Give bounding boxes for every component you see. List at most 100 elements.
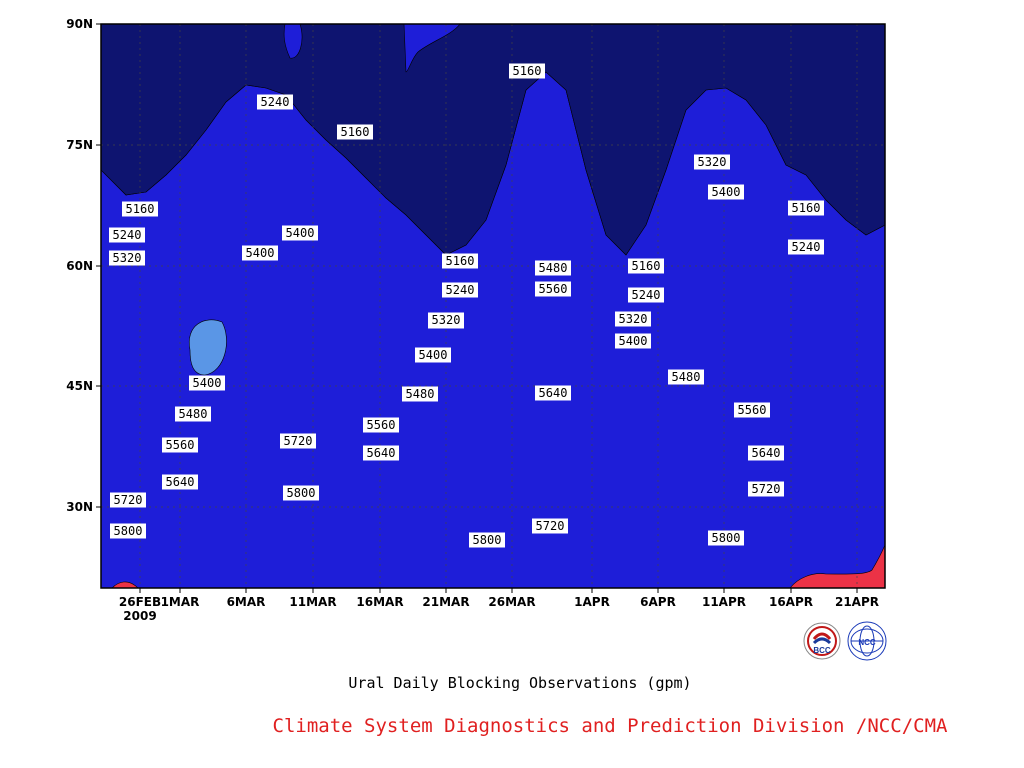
x-tick-label: 1MAR [161,595,200,609]
contour-label: 5320 [432,313,461,327]
contour-label: 5480 [539,261,568,275]
contour-bands [101,24,885,588]
contour-label: 5240 [261,95,290,109]
contour-label: 5560 [367,418,396,432]
x-tick-label: 21MAR [422,595,469,609]
contour-label: 5160 [126,202,155,216]
contour-label-box [532,518,568,534]
x-tick-year: 2009 [123,609,156,623]
contour-label: 5320 [113,251,142,265]
x-tick-label: 26MAR [488,595,535,609]
contour-label: 5400 [246,246,275,260]
contour-label: 5400 [712,185,741,199]
x-tick-label: 11MAR [289,595,336,609]
contour-label: 5480 [672,370,701,384]
contour-label-box [363,417,399,433]
contour-label-box [788,239,824,255]
contour-label: 5240 [113,228,142,242]
y-tick-label: 90N [66,17,93,31]
contour-label: 5720 [536,519,565,533]
contour-label: 5480 [179,407,208,421]
contour-label: 5640 [539,386,568,400]
contour-label-box [415,347,451,363]
contour-label: 5640 [166,475,195,489]
contour-label: 5480 [406,387,435,401]
y-axis: 90N 75N 60N 45N 30N [66,17,101,514]
contour-label: 5800 [287,486,316,500]
plot-frame [100,23,886,589]
contour-label: 5560 [166,438,195,452]
contour-label-box [402,386,438,402]
contour-label-box [535,385,571,401]
contour-label-box [242,245,278,261]
contour-label: 5160 [513,64,542,78]
contour-label: 5320 [619,312,648,326]
contour-label: 5320 [698,155,727,169]
contour-label-box [189,375,225,391]
ncc-logo-text: NCC [858,638,876,647]
bcc-logo-text: BCC [813,646,831,655]
contour-label-box [162,474,198,490]
contour-label-box [708,184,744,200]
contour-label-box [748,481,784,497]
contour-label-box [469,532,505,548]
contour-label: 5800 [473,533,502,547]
contour-label: 5160 [632,259,661,273]
contour-label: 5640 [752,446,781,460]
contour-label: 5160 [792,201,821,215]
contour-label: 5160 [446,254,475,268]
contour-label: 5800 [712,531,741,545]
contour-label-box [257,94,293,110]
contour-labels: 5160 5240 5320 5400 5480 5560 5640 5720 5800 5400… [109,63,824,548]
contour-label-box [283,485,319,501]
contour-label-box [442,253,478,269]
contour-label-box [428,312,464,328]
contour-label-box [615,333,651,349]
contour-label: 5240 [446,283,475,297]
grid-lines [101,24,885,588]
contour-label-box [748,445,784,461]
contour-label: 5400 [619,334,648,348]
y-tick-label: 75N [66,138,93,152]
contour-label: 5720 [752,482,781,496]
y-tick-label: 30N [66,500,93,514]
x-tick-label: 16APR [769,595,813,609]
contour-label-box [734,402,770,418]
contour-label: 5720 [114,493,143,507]
contour-label-box [337,124,373,140]
contour-label-box [535,260,571,276]
contour-label-box [509,63,545,79]
contour-label: 5560 [738,403,767,417]
credit-line: Climate System Diagnostics and Predictio… [273,715,948,737]
contour-island-5160b [283,24,303,59]
contour-label-box [110,492,146,508]
contour-label: 5240 [632,288,661,302]
contour-band-lt5160 [101,24,885,256]
contour-label: 5240 [792,240,821,254]
contour-label-box [535,281,571,297]
contour-label: 5800 [114,524,143,538]
contour-label-box [110,523,146,539]
contour-label-box [628,287,664,303]
contour-label: 5400 [286,226,315,240]
contour-label-box [280,433,316,449]
contour-label-box [162,437,198,453]
contour-label-box [122,201,158,217]
contour-label-box [708,530,744,546]
contour-label-box [788,200,824,216]
ncc-logo: NCC [847,621,887,661]
contour-label: 5720 [284,434,313,448]
x-tick-label: 1APR [574,595,610,609]
contour-label-box [282,225,318,241]
x-axis: 26FEB 1MAR 6MAR 11MAR 16MAR 21MAR 26MAR 1APR 6AP… [119,588,879,623]
contour-label: 5400 [419,348,448,362]
contour-island-5160 [403,24,461,73]
x-tick-label: 16MAR [356,595,403,609]
contour-label: 5400 [193,376,222,390]
contour-label-box [175,406,211,422]
contour-label: 5160 [341,125,370,139]
chart-title: Ural Daily Blocking Observations (gpm) [348,674,691,692]
x-tick-label: 6APR [640,595,676,609]
contour-label-box [668,369,704,385]
contour-label: 5640 [367,446,396,460]
